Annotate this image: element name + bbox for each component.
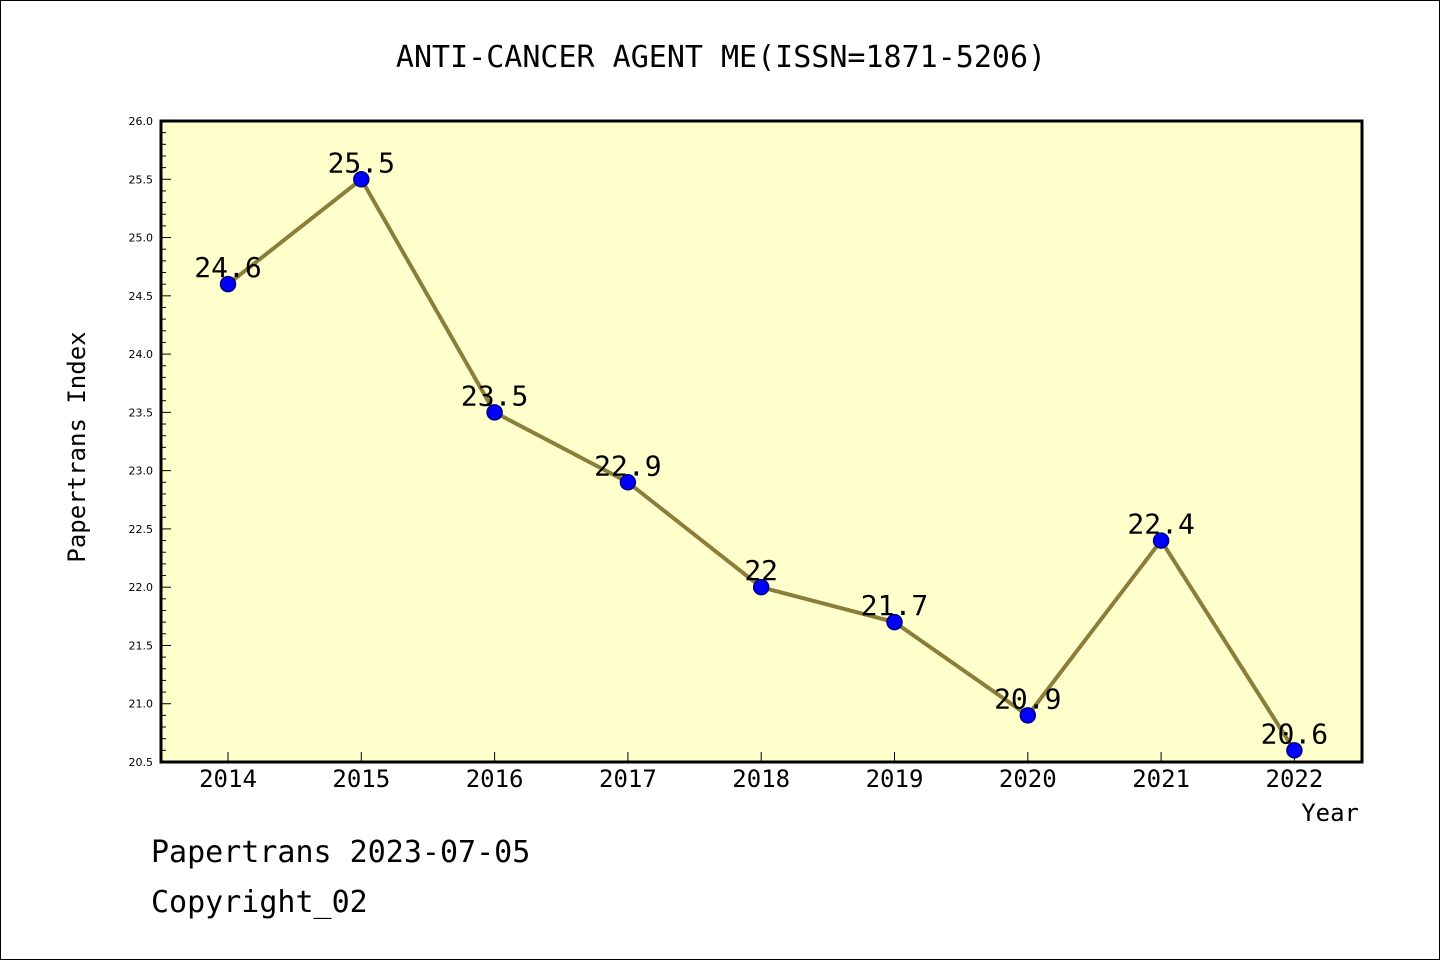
x-tick-label: 2016	[466, 765, 524, 793]
y-tick-label: 20.5	[129, 756, 154, 769]
data-point	[1019, 707, 1037, 724]
data-point	[219, 275, 237, 293]
y-tick-label: 25.0	[129, 232, 154, 245]
y-axis-label: Papertrans Index	[63, 331, 91, 562]
data-point	[1286, 742, 1303, 759]
x-tick-label: 2014	[199, 765, 257, 793]
y-tick-label: 23.0	[129, 465, 154, 478]
data-label: 21.7	[861, 589, 928, 622]
data-point	[752, 578, 770, 596]
footer-date-text: Papertrans 2023-07-05	[151, 835, 531, 870]
y-tick-label: 24.0	[129, 348, 154, 361]
data-labels: 24.6 25.5 23.5 22.9 22 21.7 20.9 22.4 20.6	[194, 146, 1328, 750]
plot-area	[161, 121, 1362, 762]
footer-copyright-text: Copyright_02	[151, 885, 368, 920]
y-tick-label: 24.5	[129, 290, 154, 303]
y-tick-label: 21.5	[129, 639, 154, 652]
data-label: 20.6	[1261, 717, 1328, 750]
x-tick-label: 2019	[866, 765, 924, 793]
y-tick-label: 22.0	[129, 581, 154, 594]
data-point	[353, 171, 370, 188]
x-tick-label: 2018	[732, 765, 790, 793]
data-label: 22.9	[594, 449, 661, 482]
y-tick-label: 25.5	[129, 173, 154, 186]
y-tick-label: 22.5	[129, 523, 154, 536]
data-label: 24.6	[194, 251, 261, 284]
y-tick-label: 23.5	[129, 406, 154, 419]
data-label: 20.9	[994, 682, 1061, 715]
data-label: 22.4	[1127, 508, 1194, 541]
data-label: 22	[744, 554, 778, 587]
data-label: 25.5	[328, 146, 395, 179]
chart-title: ANTI-CANCER AGENT ME(ISSN=1871-5206)	[396, 40, 1046, 75]
x-tick-label: 2020	[999, 765, 1057, 793]
plot-border	[159, 119, 1364, 764]
x-tick-label: 2017	[599, 765, 657, 793]
data-point	[886, 613, 903, 631]
x-axis-label: Year	[1301, 799, 1359, 827]
y-tick-label: 21.0	[129, 698, 154, 711]
y-tick-label: 26.0	[129, 115, 154, 128]
y-axis: 20.5 21.0 21.5 22.0 22.5 23.0 23.5 24.0 24.5 25.0…	[129, 115, 171, 769]
data-markers	[219, 171, 1303, 759]
data-point	[486, 404, 503, 421]
data-point	[1152, 532, 1170, 549]
x-tick-label: 2021	[1132, 765, 1190, 793]
x-tick-label: 2022	[1266, 765, 1324, 793]
data-point	[619, 474, 637, 491]
data-label: 23.5	[461, 379, 528, 412]
x-axis: 2014 2015 2016 2017 2018 2019 2020 2021 2022	[199, 752, 1323, 793]
x-tick-label: 2015	[332, 765, 390, 793]
